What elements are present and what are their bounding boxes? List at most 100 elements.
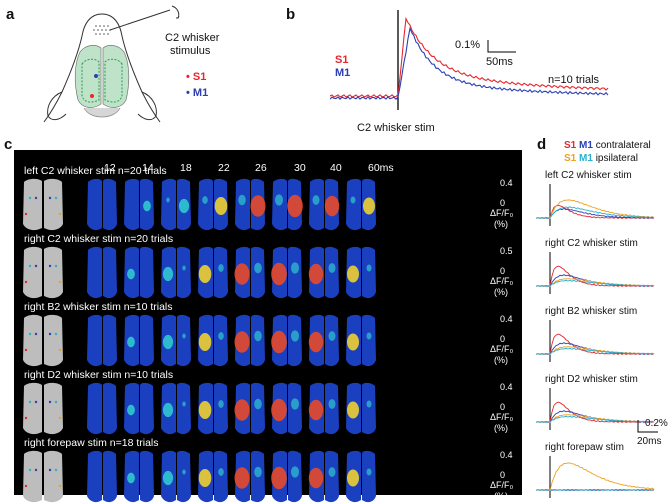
cbar-unit: ΔF/F₀: [490, 412, 514, 422]
imaging-frame: [346, 314, 376, 367]
time-label: 30: [294, 162, 306, 174]
trace-line: [536, 347, 655, 356]
row-title: right C2 whisker stim n=20 trials: [24, 233, 174, 245]
imaging-frame: [234, 314, 265, 367]
imaging-frame: [271, 246, 302, 299]
scale-y-b: 0.1%: [455, 39, 481, 51]
imaging-frame: [308, 450, 339, 503]
imaging-frame: [124, 450, 154, 503]
cbar-unit: ΔF/F₀: [490, 480, 514, 490]
cbar-max: 0.4: [500, 314, 513, 324]
time-label: 22: [218, 162, 230, 174]
row-title: left C2 whisker stim n=20 trials: [24, 165, 167, 177]
imaging-frame: [271, 382, 302, 435]
cbar-pct: (%): [494, 491, 508, 501]
trace-line: [536, 199, 655, 219]
legend-m1-a: • M1: [186, 87, 209, 99]
stim-label-b: C2 whisker stim: [357, 122, 435, 134]
legend-contra: S1 M1 contralateral: [564, 140, 651, 151]
imaging-grid: 12 14 18 22 26 30 40 60ms left C2 whisker stim …: [14, 150, 522, 503]
time-label: 26: [255, 162, 267, 174]
imaging-frame: [271, 314, 302, 367]
imaging-frame: [309, 178, 340, 231]
scalebar-d: [637, 420, 658, 433]
reference-brain: [23, 314, 63, 367]
trace-line: [536, 462, 655, 491]
imaging-row: left C2 whisker stim n=20 trials 0.4 0 ΔF/F…: [14, 165, 522, 232]
panel-b-traces: [330, 10, 609, 110]
imaging-frame: [198, 314, 228, 367]
scale-x-d: 20ms: [637, 436, 662, 447]
trace-title: left C2 whisker stim: [545, 170, 632, 181]
legend-s1-b: S1: [335, 54, 349, 66]
trace-line: [536, 265, 655, 288]
imaging-frame: [308, 246, 339, 299]
cbar-pct: (%): [494, 423, 508, 433]
imaging-frame: [308, 382, 339, 435]
trace-line: [536, 488, 655, 492]
imaging-frame: [198, 178, 228, 231]
cbar-unit: ΔF/F₀: [490, 208, 514, 218]
imaging-frame: [87, 382, 117, 435]
time-label: 60ms: [368, 162, 394, 174]
imaging-row: right forepaw stim n=18 trials 0.4 0 ΔF/F₀(…: [14, 437, 522, 504]
trace-s1: [330, 16, 609, 98]
panel-c-label: c: [4, 136, 13, 153]
imaging-frame: [161, 246, 191, 299]
trace-title: right forepaw stim: [545, 442, 624, 453]
cbar-pct: (%): [494, 355, 508, 365]
imaging-frame: [87, 450, 117, 503]
row-title: right forepaw stim n=18 trials: [24, 437, 159, 449]
cbar-min: 0: [500, 334, 506, 344]
trace-plot: [536, 320, 655, 362]
cbar-max: 0.5: [500, 246, 513, 256]
imaging-row: right C2 whisker stim n=20 trials 0.5 0 ΔF/…: [14, 233, 522, 300]
cbar-min: 0: [500, 266, 506, 276]
imaging-frame: [234, 450, 265, 503]
imaging-frame: [346, 450, 376, 503]
imaging-frame: [87, 246, 117, 299]
imaging-row: right D2 whisker stim n=10 trials 0.4 0 ΔF/…: [14, 369, 522, 436]
trace-plot: [536, 184, 655, 226]
trace-line: [536, 415, 655, 424]
imaging-frame: [234, 246, 265, 299]
trace-plot: [536, 388, 655, 430]
imaging-frame: [161, 314, 191, 367]
trace-line: [536, 206, 655, 220]
imaging-frame: [161, 382, 191, 435]
imaging-frame: [124, 178, 154, 231]
imaging-frame: [346, 382, 376, 435]
mouse-head-diagram: [43, 5, 180, 123]
imaging-frame: [346, 246, 376, 299]
imaging-frame: [235, 178, 266, 231]
trace-title: right B2 whisker stim: [545, 306, 638, 317]
reference-brain: [23, 382, 63, 435]
stimulus-text-1: C2 whisker: [165, 32, 220, 44]
time-label: 12: [104, 162, 116, 174]
imaging-frame: [272, 178, 303, 231]
time-labels: 12 14 18 22 26 30 40 60ms: [14, 162, 522, 176]
imaging-frame: [346, 178, 376, 231]
legend-ipsi: S1 M1 ipsilateral: [564, 153, 638, 164]
imaging-frame: [308, 314, 339, 367]
imaging-frame: [124, 382, 154, 435]
imaging-frame: [87, 178, 117, 231]
panel-d-label: d: [537, 136, 547, 153]
row-title: right D2 whisker stim n=10 trials: [24, 369, 174, 381]
trials-b: n=10 trials: [548, 74, 600, 86]
imaging-frame: [198, 450, 228, 503]
imaging-frame: [161, 178, 191, 231]
imaging-frame: [198, 382, 228, 435]
cbar-unit: ΔF/F₀: [490, 344, 514, 354]
panel-b-label: b: [286, 6, 296, 23]
reference-brain: [23, 178, 63, 231]
imaging-frame: [234, 382, 265, 435]
time-label: 40: [330, 162, 342, 174]
scalebar: [487, 40, 516, 53]
panel-a-label: a: [6, 6, 15, 23]
imaging-row: right B2 whisker stim n=10 trials 0.4 0 ΔF/…: [14, 301, 522, 368]
imaging-frame: [124, 314, 154, 367]
imaging-frame: [271, 450, 302, 503]
trace-plot: [536, 456, 655, 498]
legend-m1-b: M1: [335, 67, 351, 79]
